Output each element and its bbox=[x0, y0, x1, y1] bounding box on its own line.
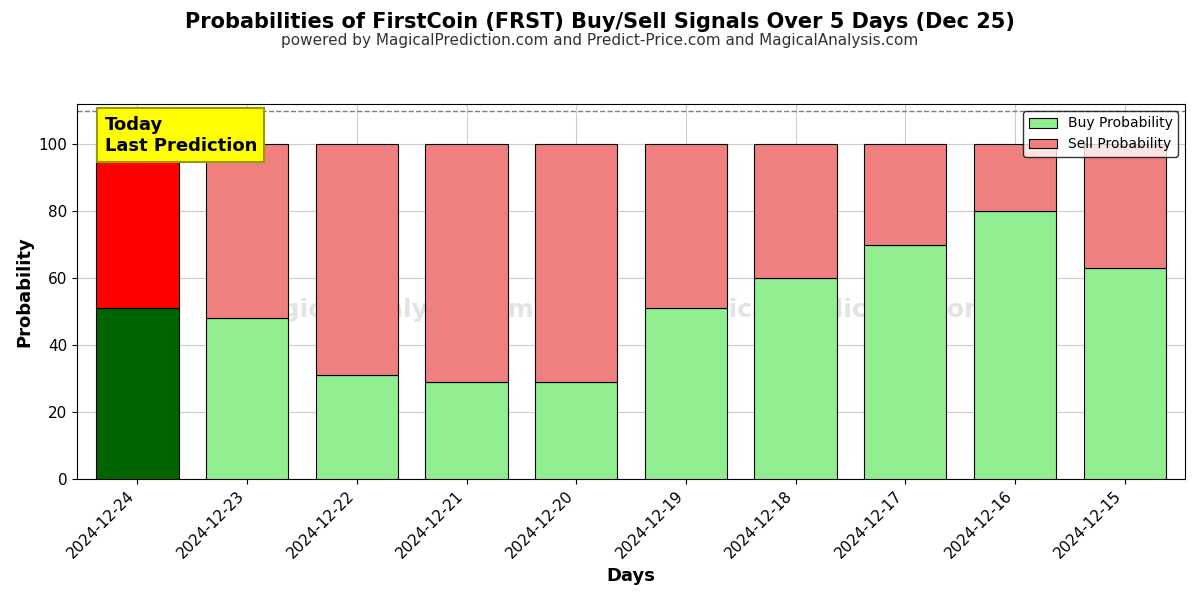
Bar bbox=[426, 144, 508, 382]
Bar bbox=[974, 211, 1056, 479]
Bar bbox=[535, 144, 617, 382]
Bar bbox=[755, 144, 836, 278]
Text: MagicalAnalysis.com: MagicalAnalysis.com bbox=[240, 298, 534, 322]
Text: MagicalPrediction.com: MagicalPrediction.com bbox=[670, 298, 991, 322]
Bar bbox=[535, 382, 617, 479]
Bar bbox=[644, 308, 727, 479]
Bar bbox=[316, 375, 398, 479]
Bar bbox=[864, 245, 947, 479]
Bar bbox=[1084, 144, 1166, 268]
Text: powered by MagicalPrediction.com and Predict-Price.com and MagicalAnalysis.com: powered by MagicalPrediction.com and Pre… bbox=[281, 33, 919, 48]
Bar bbox=[96, 144, 179, 308]
Bar bbox=[1084, 268, 1166, 479]
Y-axis label: Probability: Probability bbox=[14, 236, 32, 347]
Text: Today
Last Prediction: Today Last Prediction bbox=[104, 116, 257, 155]
Bar bbox=[96, 308, 179, 479]
Bar bbox=[316, 144, 398, 375]
Bar bbox=[864, 144, 947, 245]
X-axis label: Days: Days bbox=[607, 567, 655, 585]
Text: Probabilities of FirstCoin (FRST) Buy/Sell Signals Over 5 Days (Dec 25): Probabilities of FirstCoin (FRST) Buy/Se… bbox=[185, 12, 1015, 32]
Bar bbox=[206, 318, 288, 479]
Bar bbox=[206, 144, 288, 318]
Legend: Buy Probability, Sell Probability: Buy Probability, Sell Probability bbox=[1024, 111, 1178, 157]
Bar bbox=[644, 144, 727, 308]
Bar bbox=[426, 382, 508, 479]
Bar bbox=[755, 278, 836, 479]
Bar bbox=[974, 144, 1056, 211]
